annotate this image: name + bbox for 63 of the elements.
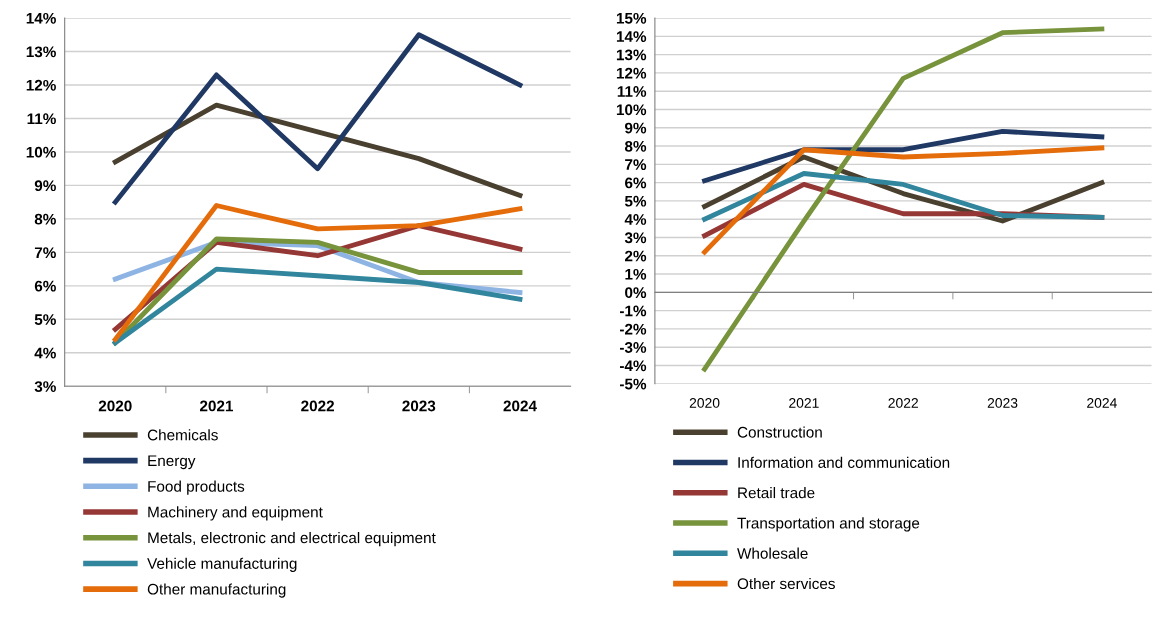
line-series <box>112 266 523 346</box>
y-tick-label: 8% <box>34 213 56 225</box>
x-tick-label: 2024 <box>503 400 537 412</box>
x-tick-label: 2022 <box>888 398 918 408</box>
y-tick-label: 3% <box>624 232 647 244</box>
line-series <box>702 171 1105 222</box>
legend-label: Chemicals <box>147 429 218 441</box>
y-tick-label: 14% <box>616 31 647 42</box>
legend-label: Metals, electronic and electrical equipment <box>148 532 436 547</box>
y-tick-label: 4% <box>34 347 56 359</box>
y-tick-label: 12% <box>616 67 647 79</box>
y-tick-label: 15% <box>616 12 647 24</box>
x-tick-label: 2020 <box>98 400 132 412</box>
legend-label: Transportation and storage <box>737 517 920 532</box>
y-tick-label: 7% <box>34 247 56 259</box>
y-tick-label: 7% <box>625 159 647 170</box>
y-tick-label: 4% <box>624 214 647 225</box>
legend-label: Other manufacturing <box>147 583 286 598</box>
legend-label: Vehicle manufacturing <box>147 557 297 572</box>
y-tick-label: 0% <box>625 287 647 299</box>
y-tick-label: 10% <box>26 146 56 158</box>
line-series <box>702 26 1105 372</box>
x-tick-label: 2023 <box>402 400 436 412</box>
y-tick-label: 8% <box>624 140 647 152</box>
y-tick-label: -5% <box>619 378 647 390</box>
legend-label: Information and communication <box>738 456 950 468</box>
legend-label: Machinery and equipment <box>148 506 323 521</box>
y-tick-label: 13% <box>616 49 647 61</box>
line-series <box>702 145 1105 255</box>
y-tick-label: 1% <box>625 268 647 280</box>
y-tick-label: 14% <box>26 12 56 24</box>
x-tick-label: 2021 <box>789 398 819 408</box>
x-tick-label: 2023 <box>987 398 1018 408</box>
line-series <box>112 203 523 342</box>
legend-label: Construction <box>737 426 822 438</box>
legend-label: Energy <box>148 455 196 470</box>
line-series <box>112 102 523 198</box>
y-tick-label: 13% <box>26 46 56 58</box>
y-tick-label: -4% <box>619 360 647 372</box>
y-tick-label: 6% <box>625 177 647 189</box>
y-tick-label: 11% <box>27 113 56 125</box>
y-tick-label: 6% <box>34 280 56 292</box>
legend-label: Retail trade <box>738 487 815 499</box>
line-series <box>112 32 523 205</box>
y-tick-label: 12% <box>26 79 56 91</box>
x-tick-label: 2022 <box>301 400 335 412</box>
y-tick-label: -1% <box>619 305 647 317</box>
y-tick-label: 9% <box>34 180 56 192</box>
y-tick-label: 11% <box>617 86 647 97</box>
x-tick-label: 2020 <box>689 398 720 408</box>
legend-label: Wholesale <box>737 547 808 559</box>
y-tick-label: 5% <box>624 195 647 207</box>
legend-label: Other services <box>737 577 835 590</box>
x-tick-label: 2021 <box>199 400 234 412</box>
y-tick-label: -3% <box>619 342 647 353</box>
y-tick-label: 5% <box>34 314 56 325</box>
legend-label: Food products <box>148 480 245 495</box>
x-tick-label: 2024 <box>1087 398 1117 408</box>
y-tick-label: 10% <box>616 104 647 116</box>
y-tick-label: -2% <box>619 323 647 335</box>
y-tick-label: 3% <box>34 381 56 392</box>
y-tick-label: 9% <box>625 122 647 134</box>
y-tick-label: 2% <box>625 250 647 262</box>
